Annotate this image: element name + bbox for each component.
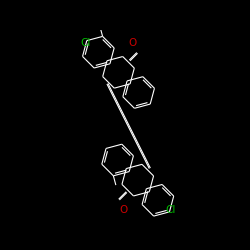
Text: Cl: Cl: [80, 38, 90, 48]
Text: O: O: [128, 38, 136, 48]
Text: O: O: [120, 205, 128, 215]
Text: Cl: Cl: [166, 205, 176, 215]
